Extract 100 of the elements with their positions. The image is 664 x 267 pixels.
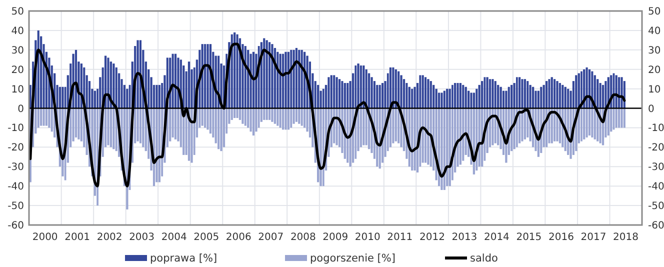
y2-tick-label: 10 [648, 84, 661, 96]
bar [110, 108, 112, 148]
bar [284, 108, 287, 130]
bar [550, 77, 553, 108]
bar [236, 108, 238, 118]
bar [394, 108, 397, 142]
legend-label: saldo [470, 252, 498, 265]
bar [400, 75, 402, 108]
bar [567, 88, 570, 108]
y-tick-label: 50 [11, 6, 24, 18]
bar [362, 108, 365, 146]
bar [244, 108, 246, 126]
bar [558, 82, 561, 108]
x-tick-label: 2002 [96, 232, 122, 243]
bar [438, 92, 440, 108]
y2-tick-label: -20 [648, 142, 664, 154]
bar [282, 108, 284, 130]
bar [610, 108, 612, 132]
bar [156, 84, 158, 108]
bar [341, 81, 344, 108]
bar [454, 82, 456, 108]
bar [411, 88, 414, 108]
bar [349, 108, 352, 167]
bar [107, 108, 110, 146]
bar [190, 108, 193, 163]
bar [300, 108, 303, 126]
y-tick-label: 30 [11, 45, 24, 56]
bar [430, 81, 432, 108]
bar [440, 92, 443, 108]
bar [295, 108, 298, 122]
bar [58, 86, 62, 108]
bar [486, 77, 488, 108]
bar [599, 82, 602, 108]
bar [346, 82, 349, 108]
y-tick-label: 20 [11, 64, 24, 76]
bar [209, 108, 212, 134]
bar [373, 81, 376, 108]
bar [588, 108, 591, 136]
bar [532, 86, 534, 108]
bar [459, 82, 462, 108]
bar [602, 84, 604, 108]
bar [422, 75, 424, 108]
bar [298, 108, 300, 124]
bar [287, 108, 290, 130]
y-tick-label: 40 [11, 26, 24, 37]
bar [414, 108, 416, 171]
bar [218, 108, 220, 150]
bar [255, 108, 258, 132]
bar [500, 86, 502, 108]
bar [201, 108, 204, 126]
bar [497, 84, 500, 108]
bar [406, 82, 408, 108]
bar [204, 108, 206, 128]
bar [74, 108, 78, 138]
bar [271, 44, 274, 108]
bar [476, 88, 478, 108]
y-tick-label: -40 [8, 182, 24, 193]
bar [188, 62, 190, 108]
bar [268, 108, 271, 120]
bar [381, 82, 384, 108]
bar [115, 67, 118, 108]
bar [333, 75, 336, 108]
y-tick-label: 10 [11, 84, 24, 96]
bar [292, 108, 295, 124]
bar [432, 84, 435, 108]
bar [411, 108, 414, 171]
bar [427, 79, 430, 108]
bar [242, 108, 244, 124]
bar [62, 86, 64, 108]
bar [263, 38, 266, 108]
x-tick-label: 2012 [419, 232, 445, 243]
y-tick-label: -20 [8, 142, 24, 154]
bar [222, 108, 226, 148]
x-tick-label: 2018 [613, 232, 638, 243]
legend-label: pogorszenie [%] [310, 252, 396, 265]
bar [488, 79, 492, 108]
bar [562, 84, 564, 108]
x-tick-label: 2011 [387, 232, 413, 243]
bar [330, 75, 332, 108]
x-tick-label: 2001 [64, 232, 90, 243]
bar [136, 108, 139, 142]
bar [263, 108, 266, 120]
bar [378, 84, 381, 108]
bar [402, 79, 406, 108]
bar [336, 77, 338, 108]
bar [274, 108, 276, 124]
bar [344, 82, 346, 108]
x-tick-label: 2004 [161, 232, 187, 243]
y-tick-label: 0 [18, 104, 24, 115]
bar [427, 108, 430, 165]
legend-label: poprawa [%] [150, 252, 218, 265]
bar [206, 44, 209, 108]
y-tick-label: -10 [8, 123, 24, 134]
bar [521, 108, 524, 142]
y2-tick-label: 0 [648, 104, 654, 115]
bar [268, 42, 271, 108]
bar [365, 108, 368, 146]
y2-tick-label: -10 [648, 123, 664, 134]
bar [540, 86, 542, 108]
bar [518, 77, 521, 108]
